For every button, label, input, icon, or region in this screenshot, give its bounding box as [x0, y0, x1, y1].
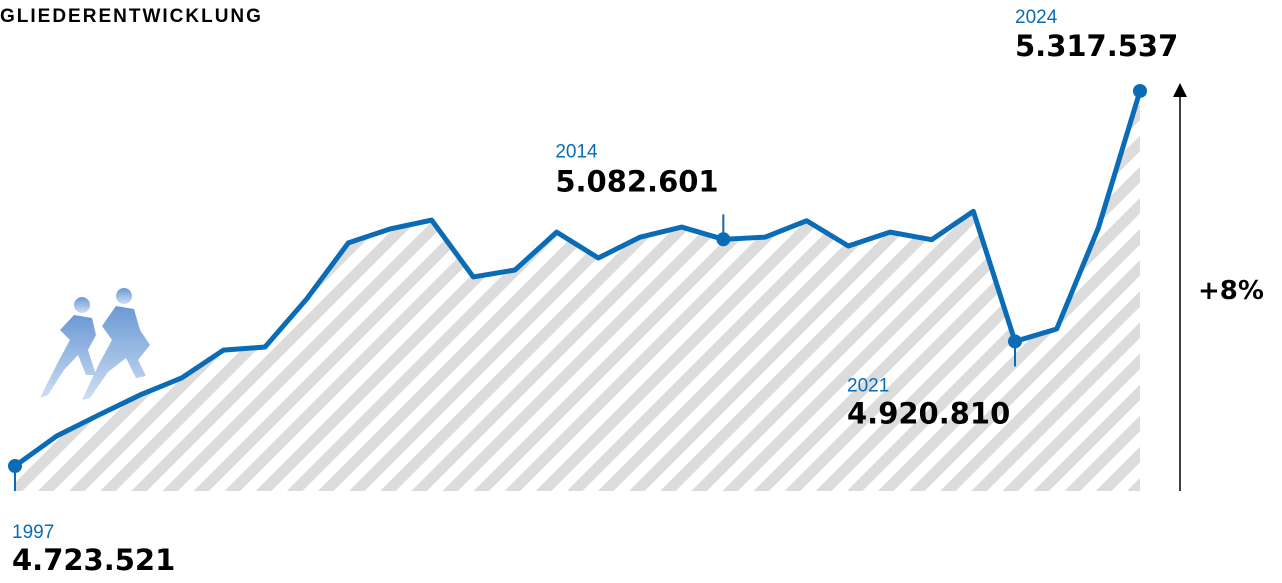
- change-label: +8%: [1198, 276, 1264, 306]
- arrow-head: [1173, 82, 1187, 97]
- value-label: 5.082.601: [555, 164, 718, 198]
- point: [716, 232, 731, 247]
- value-label: 4.723.521: [12, 543, 175, 577]
- line: [13, 90, 1143, 469]
- year-label: 2014: [555, 141, 598, 162]
- growth-area: [15, 90, 1140, 492]
- point: [8, 459, 22, 474]
- point: [1008, 334, 1022, 349]
- runners-icon: [40, 288, 150, 400]
- year-label: 2021: [847, 375, 889, 396]
- year-label: 1997: [12, 522, 54, 543]
- value-label: 5.317.537: [1015, 29, 1178, 63]
- point: [1133, 83, 1147, 98]
- value-label: 4.920.810: [847, 396, 1010, 430]
- chart-title: GLIEDERENTWICKLUNG: [0, 6, 263, 27]
- year-label: 2024: [1015, 7, 1058, 28]
